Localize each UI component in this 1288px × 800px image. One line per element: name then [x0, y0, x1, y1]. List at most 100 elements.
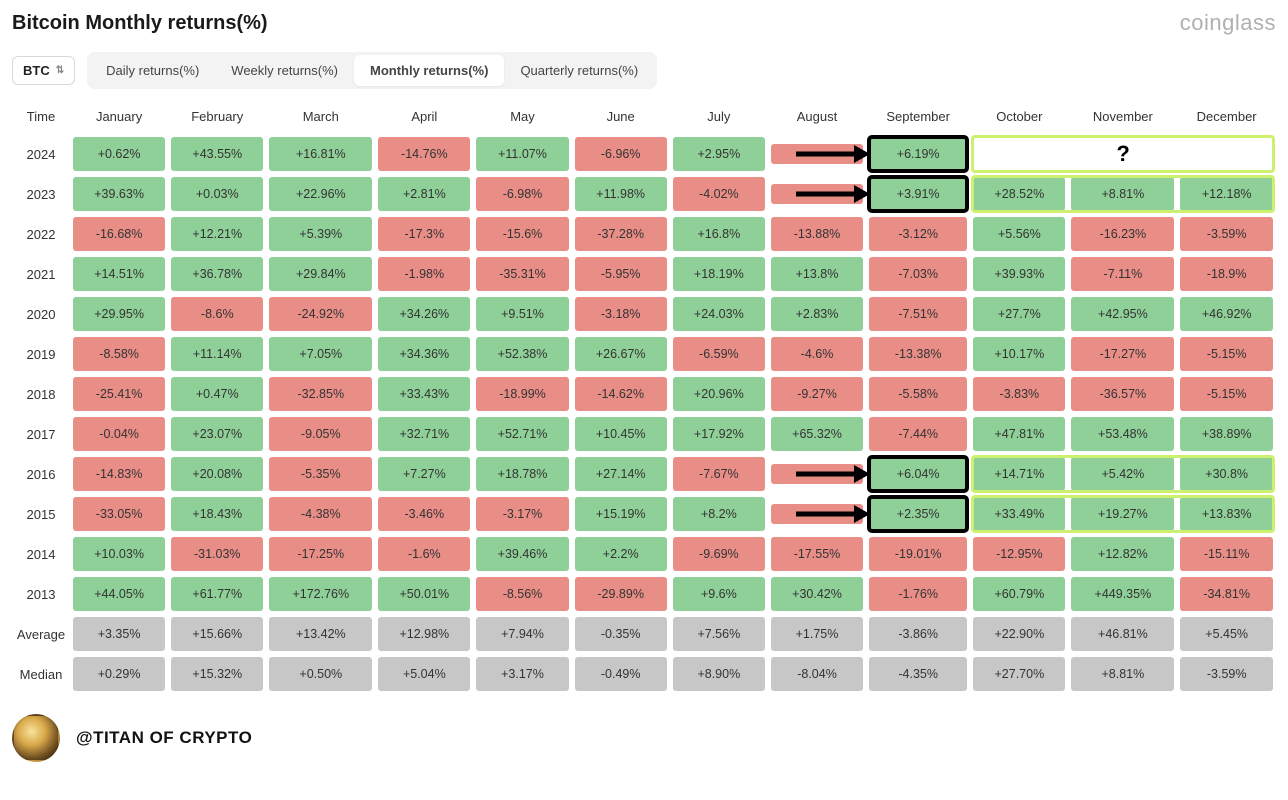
table-cell: +30.42%	[768, 574, 866, 614]
table-cell: +14.51%	[70, 254, 168, 294]
value-cell: +14.71%	[973, 457, 1065, 491]
value-cell: -6.59%	[673, 337, 765, 371]
table-cell: -0.49%	[572, 654, 670, 694]
value-cell: +46.81%	[1071, 617, 1174, 651]
table-row: 2019-8.58%+11.14%+7.05%+34.36%+52.38%+26…	[12, 334, 1276, 374]
table-cell: +15.32%	[168, 654, 266, 694]
value-cell: +61.77%	[171, 577, 263, 611]
value-cell: -29.89%	[575, 577, 667, 611]
page-title: Bitcoin Monthly returns(%)	[12, 12, 268, 35]
column-header: Time	[12, 103, 70, 134]
column-header: June	[572, 103, 670, 134]
table-cell: -3.59%	[1177, 214, 1276, 254]
value-cell: -0.35%	[575, 617, 667, 651]
coin-dropdown[interactable]: BTC ⇅	[12, 56, 75, 85]
table-cell: +8.90%	[670, 654, 768, 694]
table-cell: +52.38%	[473, 334, 571, 374]
table-cell: -3.18%	[572, 294, 670, 334]
value-cell: -5.95%	[575, 257, 667, 291]
value-cell: +16.81%	[269, 137, 372, 171]
table-cell: -16.23%	[1068, 214, 1177, 254]
value-cell: -17.25%	[269, 537, 372, 571]
value-cell: +13.42%	[269, 617, 372, 651]
value-cell: +5.56%	[973, 217, 1065, 251]
table-cell: -3.12%	[866, 214, 970, 254]
value-cell: +10.17%	[973, 337, 1065, 371]
table-cell: +449.35%	[1068, 574, 1177, 614]
table-cell: -4.35%	[866, 654, 970, 694]
table-cell: -6.59%	[670, 334, 768, 374]
tab-weekly-returns-[interactable]: Weekly returns(%)	[215, 55, 354, 86]
value-cell: +27.14%	[575, 457, 667, 491]
table-cell: +5.45%	[1177, 614, 1276, 654]
value-cell: -25.41%	[73, 377, 165, 411]
value-cell: -0.49%	[575, 657, 667, 691]
value-cell: -6.96%	[575, 137, 667, 171]
value-cell: -3.17%	[476, 497, 568, 531]
value-cell: +2.95%	[673, 137, 765, 171]
value-cell: +15.66%	[171, 617, 263, 651]
table-cell: +42.95%	[1068, 294, 1177, 334]
table-cell: -34.81%	[1177, 574, 1276, 614]
row-label: 2023	[12, 174, 70, 214]
value-cell: -5.15%	[1180, 377, 1273, 411]
author-handle: @TITAN OF CRYPTO	[76, 728, 252, 748]
value-cell: -9.69%	[673, 537, 765, 571]
table-cell	[1177, 134, 1276, 174]
table-cell: +44.05%	[70, 574, 168, 614]
value-cell: +7.56%	[673, 617, 765, 651]
value-cell: +60.79%	[973, 577, 1065, 611]
table-cell: +12.98%	[375, 614, 473, 654]
value-cell: -8.6%	[171, 297, 263, 331]
value-cell: -14.76%	[378, 137, 470, 171]
table-cell: +8.81%	[1068, 174, 1177, 214]
tab-daily-returns-[interactable]: Daily returns(%)	[90, 55, 215, 86]
table-cell: +20.08%	[168, 454, 266, 494]
column-header: January	[70, 103, 168, 134]
table-cell: +13.8%	[768, 254, 866, 294]
table-cell: -12.95%	[970, 534, 1068, 574]
table-cell: +16.8%	[670, 214, 768, 254]
table-cell: +15.66%	[168, 614, 266, 654]
column-header: December	[1177, 103, 1276, 134]
table-cell: -3.83%	[970, 374, 1068, 414]
value-cell: -35.31%	[476, 257, 568, 291]
table-cell: +61.77%	[168, 574, 266, 614]
tab-monthly-returns-[interactable]: Monthly returns(%)	[354, 55, 504, 86]
table-cell: -31.03%	[168, 534, 266, 574]
table-cell: -7.44%	[866, 414, 970, 454]
row-label: Median	[12, 654, 70, 694]
table-cell: -7.03%	[866, 254, 970, 294]
table-cell: +11.07%	[473, 134, 571, 174]
value-cell: +12.18%	[1180, 177, 1273, 211]
table-row: 2016-14.83%+20.08%-5.35%+7.27%+18.78%+27…	[12, 454, 1276, 494]
value-cell: +8.90%	[673, 657, 765, 691]
value-cell: -1.6%	[378, 537, 470, 571]
value-cell: +13.8%	[771, 257, 863, 291]
table-cell: +52.71%	[473, 414, 571, 454]
table-cell: -1.76%	[866, 574, 970, 614]
value-cell: +52.38%	[476, 337, 568, 371]
value-cell: -37.28%	[575, 217, 667, 251]
value-cell: +26.67%	[575, 337, 667, 371]
value-cell: +10.03%	[73, 537, 165, 571]
table-cell: +34.36%	[375, 334, 473, 374]
table-cell: +27.14%	[572, 454, 670, 494]
table-cell: -37.28%	[572, 214, 670, 254]
value-cell: -18.99%	[476, 377, 568, 411]
value-cell: +42.95%	[1071, 297, 1174, 331]
table-row: 2021+14.51%+36.78%+29.84%-1.98%-35.31%-5…	[12, 254, 1276, 294]
value-cell: +449.35%	[1071, 577, 1174, 611]
table-cell: -32.85%	[266, 374, 375, 414]
value-cell: +18.43%	[171, 497, 263, 531]
table-cell: -5.58%	[866, 374, 970, 414]
table-cell: +0.62%	[70, 134, 168, 174]
value-cell: -3.46%	[378, 497, 470, 531]
tab-quarterly-returns-[interactable]: Quarterly returns(%)	[504, 55, 654, 86]
value-cell: +28.52%	[973, 177, 1065, 211]
value-cell: +20.08%	[171, 457, 263, 491]
value-cell: +2.35%	[869, 497, 967, 531]
value-cell: -15.6%	[476, 217, 568, 251]
table-row: Median+0.29%+15.32%+0.50%+5.04%+3.17%-0.…	[12, 654, 1276, 694]
table-row: 2017-0.04%+23.07%-9.05%+32.71%+52.71%+10…	[12, 414, 1276, 454]
